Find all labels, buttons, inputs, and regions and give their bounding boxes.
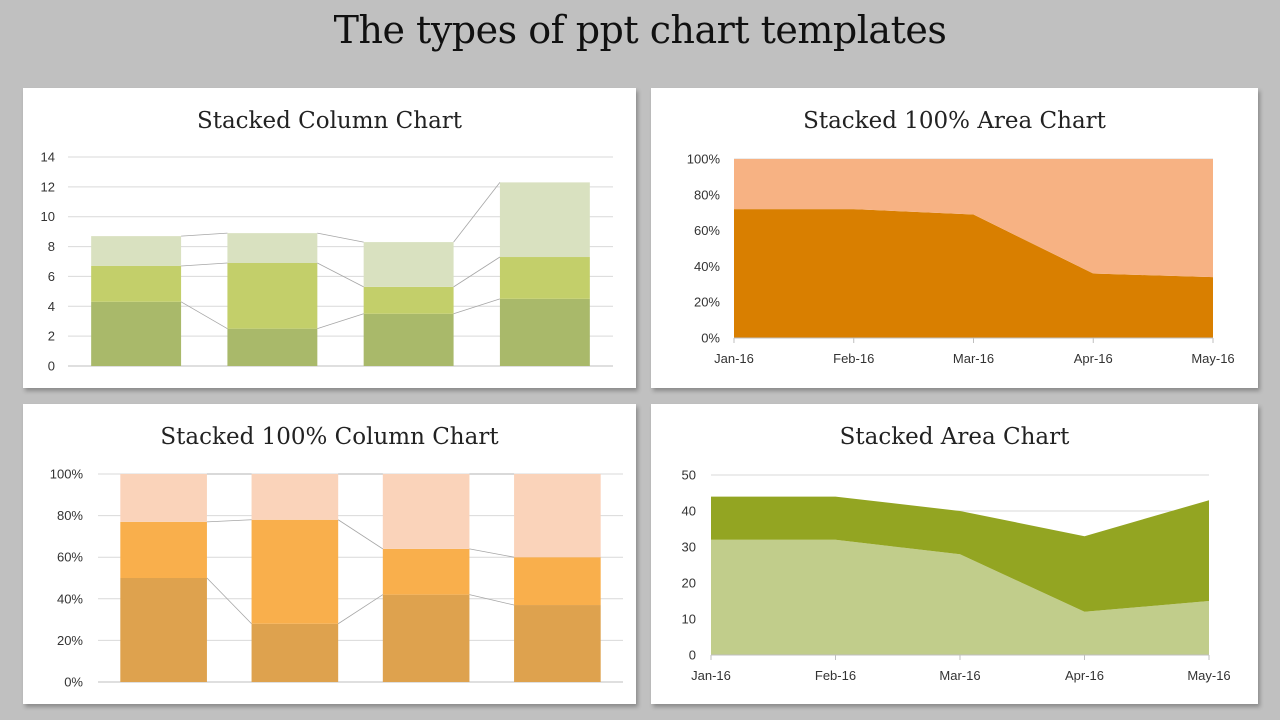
bar-segment: [227, 233, 318, 263]
series-line: [337, 519, 384, 550]
stacked-area-chart-panel: 0 10 20 30 40 50 Jan-16 Feb-16 Mar-16 Apr-16 May-1…: [651, 404, 1258, 704]
y-tick-label: 10: [41, 209, 55, 224]
y-tick-label: 40%: [57, 591, 83, 606]
x-tick-label: Apr-16: [1074, 351, 1113, 366]
stacked-100-column-chart-panel: 0% 20% 40% 60% 80% 100% Stacked 100% Column C…: [23, 404, 636, 704]
x-tick-label: Mar-16: [953, 351, 994, 366]
series-line: [180, 301, 228, 330]
y-tick-label: 60%: [694, 223, 720, 238]
bar-segment: [363, 286, 454, 314]
slide-title: The types of ppt chart templates: [333, 8, 947, 52]
bar-segment: [91, 236, 182, 266]
y-tick-label: 20%: [694, 295, 720, 310]
bar-segment: [251, 474, 339, 520]
series-line: [469, 594, 515, 606]
y-tick-label: 6: [48, 269, 55, 284]
bar-segment: [363, 313, 454, 366]
bar-segment: [251, 623, 339, 682]
stacked-area-chart: 0 10 20 30 40 50 Jan-16 Feb-16 Mar-16 Apr-16 May-1…: [682, 468, 1231, 684]
bar-segment: [251, 519, 339, 624]
x-tick-label: Mar-16: [939, 668, 980, 683]
series-line: [317, 232, 364, 243]
series-line: [453, 182, 501, 243]
y-tick-label: 80%: [57, 508, 83, 523]
bar-segment: [227, 328, 318, 366]
area-series: [711, 539, 1209, 655]
series-line: [317, 262, 364, 288]
y-tick-label: 30: [682, 540, 696, 555]
series-line: [206, 519, 252, 523]
x-tick-label: Apr-16: [1065, 668, 1104, 683]
y-tick-label: 50: [682, 468, 696, 483]
y-tick-label: 60%: [57, 550, 83, 565]
y-tick-label: 2: [48, 329, 55, 344]
x-tick-label: Feb-16: [815, 668, 856, 683]
bar-segment: [382, 594, 470, 682]
y-tick-label: 0%: [701, 331, 720, 346]
y-tick-label: 20%: [57, 633, 83, 648]
chart-title: Stacked 100% Area Chart: [803, 108, 1106, 134]
chart-title: Stacked Area Chart: [839, 424, 1070, 450]
bar-segment: [91, 265, 182, 302]
bar-segment: [120, 474, 207, 522]
series-line: [317, 313, 364, 330]
series-line: [206, 577, 252, 625]
y-tick-label: 0: [48, 359, 55, 374]
bar-segment: [227, 262, 318, 329]
bar-segment: [382, 548, 470, 595]
stacked-100-column-chart: 0% 20% 40% 60% 80% 100%: [50, 467, 623, 690]
series-line: [469, 548, 515, 558]
series-line: [453, 298, 501, 315]
bar-segment: [382, 474, 470, 549]
y-tick-label: 4: [48, 299, 55, 314]
stacked-column-chart: 0 2 4 6 8 10 12 14: [41, 150, 613, 374]
y-tick-label: 40%: [694, 259, 720, 274]
bar-segment: [120, 578, 207, 682]
chart-title: Stacked 100% Column Chart: [160, 424, 499, 450]
area-series: [734, 209, 1213, 338]
x-tick-label: May-16: [1191, 351, 1234, 366]
bar-segment: [91, 301, 182, 366]
y-tick-label: 0%: [64, 675, 83, 690]
stacked-100-area-chart-panel: 0% 20% 40% 60% 80% 100% Jan-16 Feb-16 Mar-16 Apr-…: [651, 88, 1258, 388]
y-tick-label: 20: [682, 576, 696, 591]
stacked-column-chart-panel: 0 2 4 6 8 10 12 14 Stacked Column Chart: [23, 88, 636, 388]
y-tick-label: 8: [48, 239, 55, 254]
bar-segment: [514, 474, 601, 558]
series-line: [181, 262, 228, 267]
y-tick-label: 100%: [687, 152, 721, 167]
bar-segment: [499, 257, 590, 299]
y-tick-label: 12: [41, 179, 55, 194]
series-line: [181, 232, 228, 237]
bar-segment: [363, 242, 454, 287]
bar-segment: [499, 182, 590, 258]
x-tick-label: Jan-16: [691, 668, 731, 683]
y-tick-label: 0: [689, 648, 696, 663]
y-tick-label: 100%: [50, 467, 84, 482]
chart-title: Stacked Column Chart: [196, 108, 463, 134]
bar-segment: [499, 298, 590, 366]
y-tick-label: 80%: [694, 187, 720, 202]
x-tick-label: May-16: [1187, 668, 1230, 683]
y-tick-label: 14: [41, 150, 55, 165]
y-tick-label: 10: [682, 612, 696, 627]
x-tick-label: Jan-16: [714, 351, 754, 366]
stacked-100-area-chart: 0% 20% 40% 60% 80% 100% Jan-16 Feb-16 Mar-16 Apr-…: [687, 152, 1235, 367]
y-tick-label: 40: [682, 504, 696, 519]
x-tick-label: Feb-16: [833, 351, 874, 366]
bar-segment: [120, 521, 207, 578]
area-series: [734, 159, 1213, 278]
bar-segment: [514, 605, 601, 682]
series-line: [453, 256, 501, 288]
series-line: [337, 594, 384, 625]
bar-segment: [514, 557, 601, 606]
